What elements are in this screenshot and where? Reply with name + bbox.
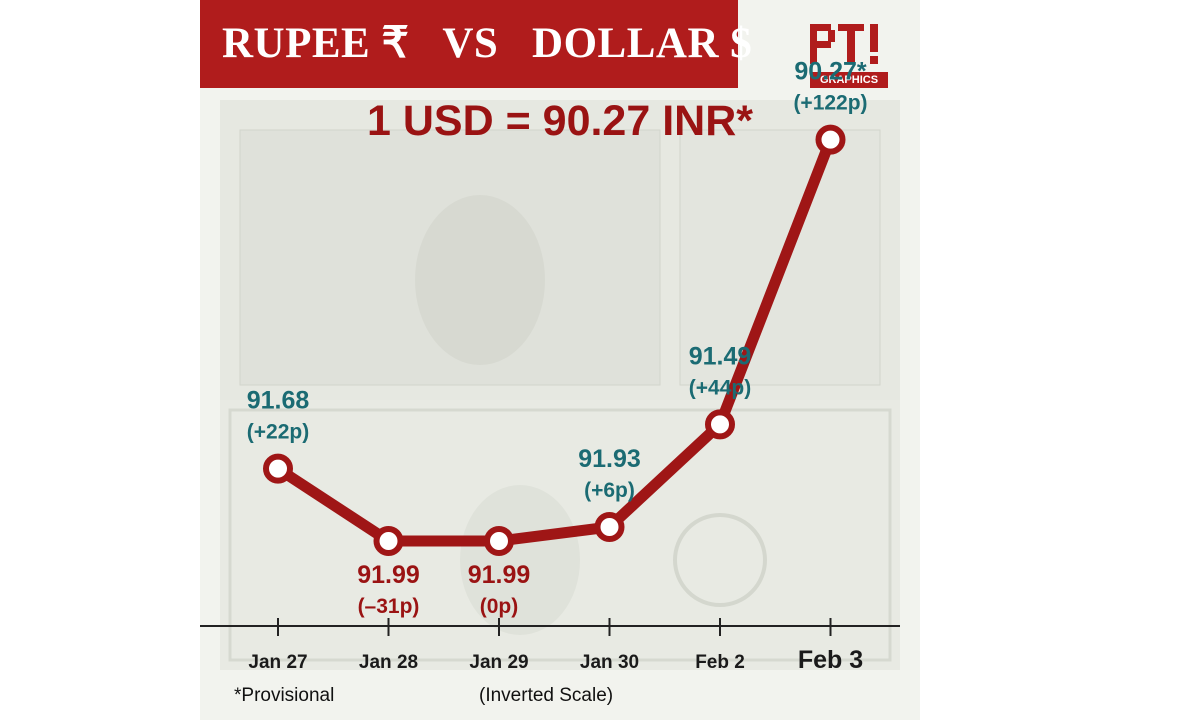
data-point — [373, 526, 404, 556]
pti-logo-mark — [810, 24, 878, 64]
data-change-label: (–31p) — [358, 595, 420, 618]
data-value-label: 91.99 — [357, 561, 420, 589]
background-art — [220, 100, 900, 670]
inverted-scale-note: (Inverted Scale) — [479, 685, 614, 706]
x-tick-label: Jan 30 — [580, 652, 639, 673]
data-change-label: (+6p) — [584, 479, 635, 502]
x-tick-label: Jan 29 — [469, 652, 528, 673]
data-point — [705, 409, 735, 440]
data-change-label: (+122p) — [793, 92, 867, 115]
data-value-label: 91.68 — [247, 387, 310, 415]
pti-logo-sub: GRAPHICS — [810, 72, 888, 88]
data-change-label: (+44p) — [689, 376, 751, 399]
provisional-footnote: *Provisional — [234, 685, 335, 706]
chart-title: RUPEE ₹ VS DOLLAR $ — [222, 20, 753, 67]
data-point — [263, 453, 293, 484]
data-change-label: (+22p) — [247, 421, 309, 444]
data-change-label: (0p) — [480, 595, 519, 618]
x-tick-label: Feb 2 — [695, 652, 745, 673]
data-point — [484, 526, 514, 556]
data-value-label: 91.49 — [689, 342, 752, 370]
data-value-label: 91.99 — [468, 561, 531, 589]
headline-rate: 1 USD = 90.27 INR* — [367, 97, 753, 145]
x-tick-label: Jan 28 — [359, 652, 418, 673]
line-chart: Jan 27 Jan 28 Jan 29 Jan 30 Feb 2 Feb 3 91.68 (… — [200, 58, 900, 674]
series-line — [272, 134, 836, 547]
data-point — [594, 512, 625, 542]
title-banner: RUPEE ₹ VS DOLLAR $ — [200, 0, 752, 88]
data-value-label: 91.93 — [578, 445, 641, 473]
pti-logo: GRAPHICS — [808, 22, 890, 90]
infographic-panel: RUPEE ₹ VS DOLLAR $ GRAPHICS 1 USD = 90.… — [200, 0, 920, 720]
x-tick-label: Feb 3 — [798, 646, 863, 674]
data-point — [815, 124, 846, 155]
data-value-label: 90.27* — [794, 58, 867, 86]
x-tick-label: Jan 27 — [248, 652, 307, 673]
